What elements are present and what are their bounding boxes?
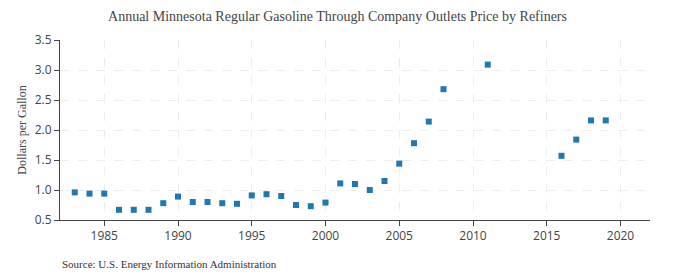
svg-text:2.0: 2.0	[35, 121, 52, 138]
svg-text:2005: 2005	[386, 227, 414, 244]
svg-text:2020: 2020	[607, 227, 635, 244]
svg-text:1.0: 1.0	[35, 181, 52, 198]
svg-text:Annual Minnesota Regular Gasol: Annual Minnesota Regular Gasoline Throug…	[108, 9, 567, 24]
svg-text:0.5: 0.5	[35, 211, 52, 228]
svg-text:1.5: 1.5	[35, 151, 52, 168]
svg-text:Dollars per Gallon: Dollars per Gallon	[15, 85, 29, 174]
svg-text:2015: 2015	[533, 227, 561, 244]
svg-text:2000: 2000	[312, 227, 340, 244]
svg-text:3.0: 3.0	[35, 61, 52, 78]
svg-text:2.5: 2.5	[35, 91, 52, 108]
svg-text:Source: U.S. Energy Informatio: Source: U.S. Energy Information Administ…	[62, 258, 277, 270]
svg-text:3.5: 3.5	[35, 31, 52, 48]
svg-text:1985: 1985	[91, 227, 119, 244]
svg-text:1995: 1995	[238, 227, 266, 244]
svg-text:2010: 2010	[459, 227, 487, 244]
svg-text:1990: 1990	[164, 227, 192, 244]
